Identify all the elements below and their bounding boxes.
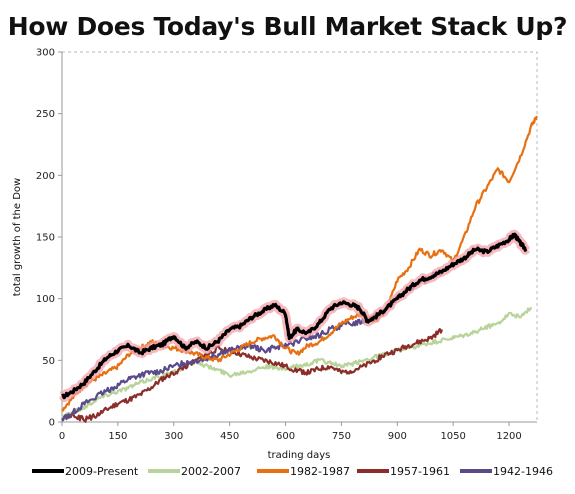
axis-ticks: 0 150 300 450 600 750 900 1050 1200 0 50 100 150 200 2… bbox=[36, 48, 522, 443]
series-layer bbox=[58, 115, 538, 423]
legend-label-1957-1961: 1957-1961 bbox=[390, 465, 450, 478]
y-tick-label-5: 250 bbox=[36, 109, 55, 120]
x-tick-label-2: 300 bbox=[164, 431, 183, 442]
x-tick-label-6: 900 bbox=[388, 431, 407, 442]
y-tick-label-3: 150 bbox=[36, 233, 55, 244]
legend-label-1942-1946: 1942-1946 bbox=[493, 465, 553, 478]
x-tick-label-4: 600 bbox=[276, 431, 295, 442]
x-tick-label-8: 1200 bbox=[496, 431, 521, 442]
y-tick-label-4: 200 bbox=[36, 171, 55, 182]
x-tick-label-5: 750 bbox=[332, 431, 351, 442]
x-tick-label-1: 150 bbox=[108, 431, 127, 442]
series-line-2009-present bbox=[61, 232, 528, 400]
series-line-2002-2007 bbox=[60, 306, 533, 419]
legend: 2009-Present 2002-2007 1982-1987 1957-1961 1… bbox=[32, 465, 553, 478]
x-axis-label: trading days bbox=[268, 450, 331, 461]
legend-label-1982-1987: 1982-1987 bbox=[290, 465, 350, 478]
x-tick-label-3: 450 bbox=[220, 431, 239, 442]
legend-label-2009-present: 2009-Present bbox=[65, 465, 139, 478]
y-axis-label: total growth of the Dow bbox=[12, 178, 23, 296]
x-tick-label-0: 0 bbox=[59, 431, 65, 442]
series-line-1957-1961 bbox=[61, 328, 444, 423]
y-tick-label-6: 300 bbox=[36, 48, 55, 59]
chart-title: How Does Today's Bull Market Stack Up? bbox=[7, 12, 568, 41]
y-tick-label-0: 0 bbox=[49, 418, 55, 429]
legend-label-2002-2007: 2002-2007 bbox=[181, 465, 241, 478]
series-glow-2009-present bbox=[58, 229, 530, 403]
y-tick-label-2: 100 bbox=[36, 294, 55, 305]
y-tick-label-1: 50 bbox=[42, 356, 55, 367]
x-tick-label-7: 1050 bbox=[440, 431, 465, 442]
